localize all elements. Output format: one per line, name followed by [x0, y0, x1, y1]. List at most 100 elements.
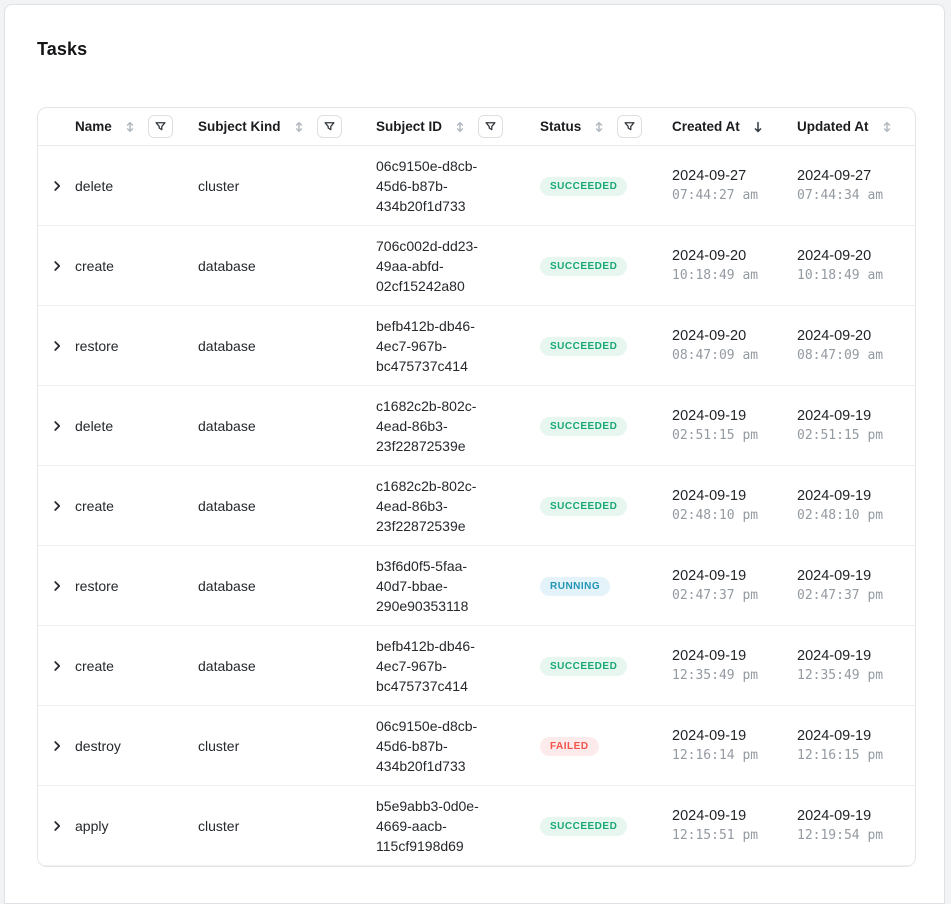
updated-time: 07:44:34 am — [797, 187, 884, 203]
status-cell: RUNNING — [540, 576, 672, 596]
updated-time: 02:51:15 pm — [797, 427, 884, 443]
column-label: Subject ID — [376, 119, 443, 134]
task-name: create — [75, 257, 114, 274]
column-header-status[interactable]: Status — [540, 108, 672, 145]
tasks-table: Name Subject Kind Subject ID — [37, 107, 916, 867]
updated-at-cell: 2024-09-19 12:19:54 pm — [797, 806, 915, 846]
column-header-updated-at[interactable]: Updated At — [797, 108, 915, 145]
table-row: destroy cluster 06c9150e-d8cb-45d6-b87b-… — [38, 706, 915, 786]
subject-id: befb412b-db46-4ec7-967b-bc475737c414 — [376, 637, 475, 694]
task-name: restore — [75, 577, 119, 594]
column-header-created-at[interactable]: Created At — [672, 108, 797, 145]
expand-row-button[interactable] — [48, 497, 66, 515]
column-header-subject-kind[interactable]: Subject Kind — [198, 108, 376, 145]
table-body: delete cluster 06c9150e-d8cb-45d6-b87b-4… — [38, 146, 915, 866]
expander-cell — [38, 817, 75, 835]
expand-row-button[interactable] — [48, 817, 66, 835]
created-at-cell: 2024-09-19 12:15:51 pm — [672, 806, 797, 846]
status-badge: SUCCEEDED — [540, 656, 628, 676]
created-at-cell: 2024-09-19 02:47:37 pm — [672, 566, 797, 606]
subject-id: c1682c2b-802c-4ead-86b3-23f22872539e — [376, 397, 477, 454]
subject-kind: cluster — [198, 737, 240, 754]
name-cell: apply — [75, 818, 198, 834]
created-date: 2024-09-19 — [672, 807, 747, 824]
updated-at-cell: 2024-09-19 02:47:37 pm — [797, 566, 915, 606]
updated-date: 2024-09-19 — [797, 487, 872, 504]
created-time: 12:35:49 pm — [672, 667, 759, 683]
expand-row-button[interactable] — [48, 417, 66, 435]
subject-kind-cell: database — [198, 658, 376, 674]
expand-row-button[interactable] — [48, 737, 66, 755]
status-badge: SUCCEEDED — [540, 496, 628, 516]
expand-row-button[interactable] — [48, 177, 66, 195]
name-cell: restore — [75, 578, 198, 594]
task-name: create — [75, 657, 114, 674]
status-cell: SUCCEEDED — [540, 336, 672, 356]
filter-button[interactable] — [316, 115, 342, 138]
subject-kind: database — [198, 337, 256, 354]
status-badge: SUCCEEDED — [540, 256, 628, 276]
sort-both-icon — [592, 120, 606, 134]
updated-date: 2024-09-19 — [797, 727, 872, 744]
name-cell: create — [75, 258, 198, 274]
sort-descending-icon — [751, 120, 765, 134]
subject-id: b3f6d0f5-5faa-40d7-bbae-290e90353118 — [376, 557, 469, 614]
subject-kind-cell: cluster — [198, 738, 376, 754]
created-at-cell: 2024-09-20 10:18:49 am — [672, 246, 797, 286]
subject-kind: database — [198, 657, 256, 674]
created-time: 02:47:37 pm — [672, 587, 759, 603]
expand-row-button[interactable] — [48, 577, 66, 595]
updated-date: 2024-09-19 — [797, 567, 872, 584]
subject-kind-cell: database — [198, 578, 376, 594]
task-name: create — [75, 497, 114, 514]
sort-both-icon — [453, 120, 467, 134]
subject-kind: cluster — [198, 817, 240, 834]
subject-kind: database — [198, 417, 256, 434]
subject-kind: database — [198, 577, 256, 594]
expand-row-button[interactable] — [48, 257, 66, 275]
expander-column-header — [38, 108, 75, 145]
task-name: restore — [75, 337, 119, 354]
expander-cell — [38, 577, 75, 595]
status-cell: SUCCEEDED — [540, 416, 672, 436]
created-at-cell: 2024-09-19 02:48:10 pm — [672, 486, 797, 526]
subject-id-cell: befb412b-db46-4ec7-967b-bc475737c414 — [376, 636, 540, 696]
created-at-cell: 2024-09-19 12:35:49 pm — [672, 646, 797, 686]
subject-kind: database — [198, 257, 256, 274]
column-header-subject-id[interactable]: Subject ID — [376, 108, 540, 145]
subject-kind: cluster — [198, 177, 240, 194]
task-name: apply — [75, 817, 109, 834]
created-date: 2024-09-19 — [672, 487, 747, 504]
updated-date: 2024-09-27 — [797, 167, 872, 184]
expander-cell — [38, 737, 75, 755]
status-cell: SUCCEEDED — [540, 816, 672, 836]
expander-cell — [38, 497, 75, 515]
subject-kind-cell: database — [198, 498, 376, 514]
subject-kind-cell: cluster — [198, 178, 376, 194]
column-label: Status — [540, 119, 582, 134]
expand-row-button[interactable] — [48, 337, 66, 355]
filter-button[interactable] — [147, 115, 173, 138]
subject-id-cell: c1682c2b-802c-4ead-86b3-23f22872539e — [376, 476, 540, 536]
column-header-name[interactable]: Name — [75, 108, 198, 145]
created-at-cell: 2024-09-19 02:51:15 pm — [672, 406, 797, 446]
created-at-cell: 2024-09-27 07:44:27 am — [672, 166, 797, 206]
filter-button[interactable] — [478, 115, 504, 138]
name-cell: delete — [75, 178, 198, 194]
table-row: create database 706c002d-dd23-49aa-abfd-… — [38, 226, 915, 306]
subject-id-cell: 706c002d-dd23-49aa-abfd-02cf15242a80 — [376, 236, 540, 296]
expand-row-button[interactable] — [48, 657, 66, 675]
status-cell: SUCCEEDED — [540, 496, 672, 516]
table-row: delete cluster 06c9150e-d8cb-45d6-b87b-4… — [38, 146, 915, 226]
subject-id-cell: b5e9abb3-0d0e-4669-aacb-115cf9198d69 — [376, 796, 540, 856]
table-row: apply cluster b5e9abb3-0d0e-4669-aacb-11… — [38, 786, 915, 866]
created-time: 02:48:10 pm — [672, 507, 759, 523]
updated-time: 02:48:10 pm — [797, 507, 884, 523]
status-badge: SUCCEEDED — [540, 176, 628, 196]
subject-id: befb412b-db46-4ec7-967b-bc475737c414 — [376, 317, 475, 374]
filter-button[interactable] — [617, 115, 643, 138]
task-name: delete — [75, 417, 114, 434]
table-row: restore database befb412b-db46-4ec7-967b… — [38, 306, 915, 386]
created-date: 2024-09-19 — [672, 647, 747, 664]
name-cell: delete — [75, 418, 198, 434]
